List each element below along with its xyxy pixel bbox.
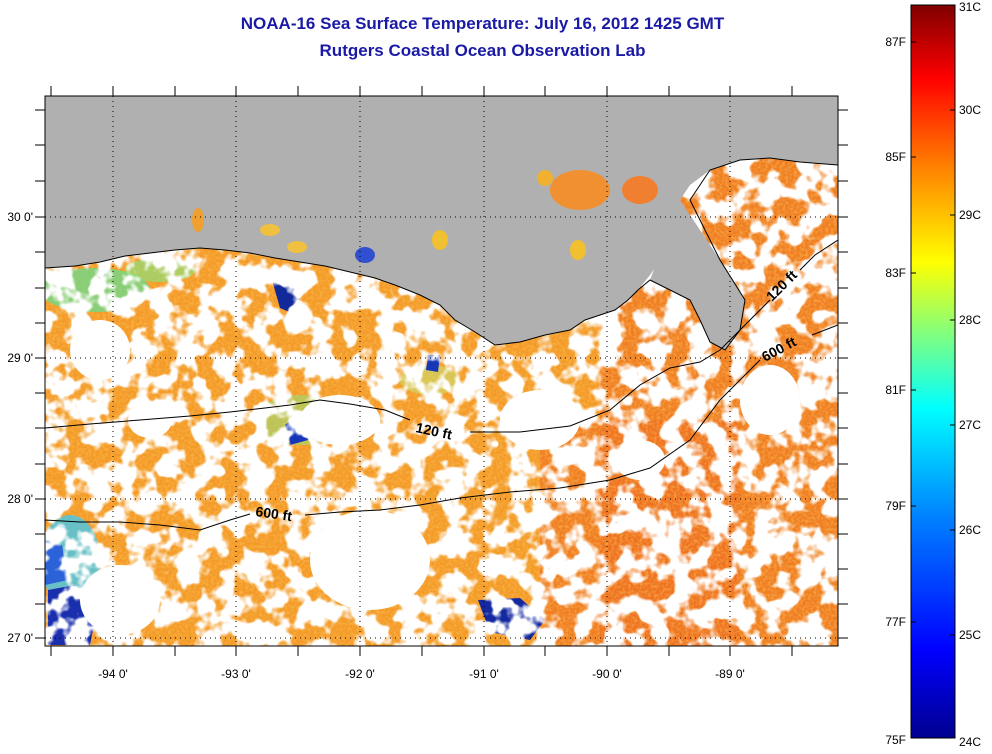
lon-ticks — [50, 86, 793, 656]
land-mass — [45, 96, 838, 345]
colorbar-f-label: 85F — [885, 150, 906, 164]
lon-label: -94 0' — [98, 667, 128, 681]
colorbar-f-label: 75F — [885, 733, 906, 747]
cloud-patch — [70, 320, 130, 380]
colorbar-c-label: 26C — [959, 523, 981, 537]
inland-lake — [192, 208, 204, 232]
inland-lake — [355, 247, 375, 263]
inland-lake — [260, 224, 280, 236]
colorbar-c-label: 30C — [959, 103, 981, 117]
cloud-patch — [310, 510, 430, 610]
isobath-label: 600 ft — [255, 503, 294, 524]
map-subtitle: Rutgers Coastal Ocean Observation Lab — [319, 41, 646, 60]
colorbar-f-label: 87F — [885, 35, 906, 49]
colorbar-c-label: 24C — [959, 735, 981, 749]
isobath-120ft-east — [799, 239, 838, 271]
colorbar-c-label: 29C — [959, 208, 981, 222]
lon-label: -92 0' — [345, 667, 375, 681]
lon-label: -91 0' — [469, 667, 499, 681]
sst-map: 120 ft 600 ft 600 ft 120 ft — [45, 96, 838, 646]
colorbar — [910, 4, 956, 739]
colorbar-c-label: 28C — [959, 313, 981, 327]
isobath-120ft-mid — [470, 299, 771, 433]
cloud-patch — [80, 565, 160, 635]
inland-lake — [537, 170, 553, 186]
graticule — [45, 96, 838, 646]
cloud-patch — [615, 440, 665, 480]
lat-label: 28 0' — [7, 492, 33, 506]
inland-lake — [570, 240, 586, 260]
cloud-patch — [128, 402, 172, 438]
lat-label: 27 0' — [7, 631, 33, 645]
lat-label: 29 0' — [7, 351, 33, 365]
cloud-patch — [740, 365, 800, 435]
isobath-600ft-west — [45, 513, 251, 531]
map-frame — [44, 95, 839, 647]
lat-ticks — [35, 109, 848, 639]
colorbar-f-label: 81F — [885, 383, 906, 397]
inland-lake — [550, 170, 610, 210]
colorbar-c-label: 25C — [959, 628, 981, 642]
isobath-600ft-mid — [304, 359, 761, 516]
colorbar-f-label: 83F — [885, 266, 906, 280]
isobath-600ft-east — [811, 324, 838, 336]
lon-label: -93 0' — [221, 667, 251, 681]
map-title: NOAA-16 Sea Surface Temperature: July 16… — [240, 14, 725, 33]
inland-lake — [287, 241, 307, 253]
isobath-120ft-west — [45, 399, 411, 429]
lon-label: -90 0' — [592, 667, 622, 681]
cloud-patch — [300, 395, 380, 445]
inland-lake — [622, 176, 658, 204]
lat-label: 30 0' — [7, 210, 33, 224]
colorbar-c-label: 31C — [959, 0, 981, 14]
lon-label: -89 0' — [715, 667, 745, 681]
cloud-patch — [500, 390, 580, 450]
colorbar-f-label: 77F — [885, 615, 906, 629]
isobath-label: 120 ft — [414, 419, 453, 442]
inland-lake — [432, 230, 448, 250]
colorbar-c-label: 27C — [959, 418, 981, 432]
colorbar-f-label: 79F — [885, 499, 906, 513]
colorbar-ticks — [911, 41, 955, 636]
coastline — [45, 157, 838, 351]
mississippi-delta — [650, 200, 745, 350]
